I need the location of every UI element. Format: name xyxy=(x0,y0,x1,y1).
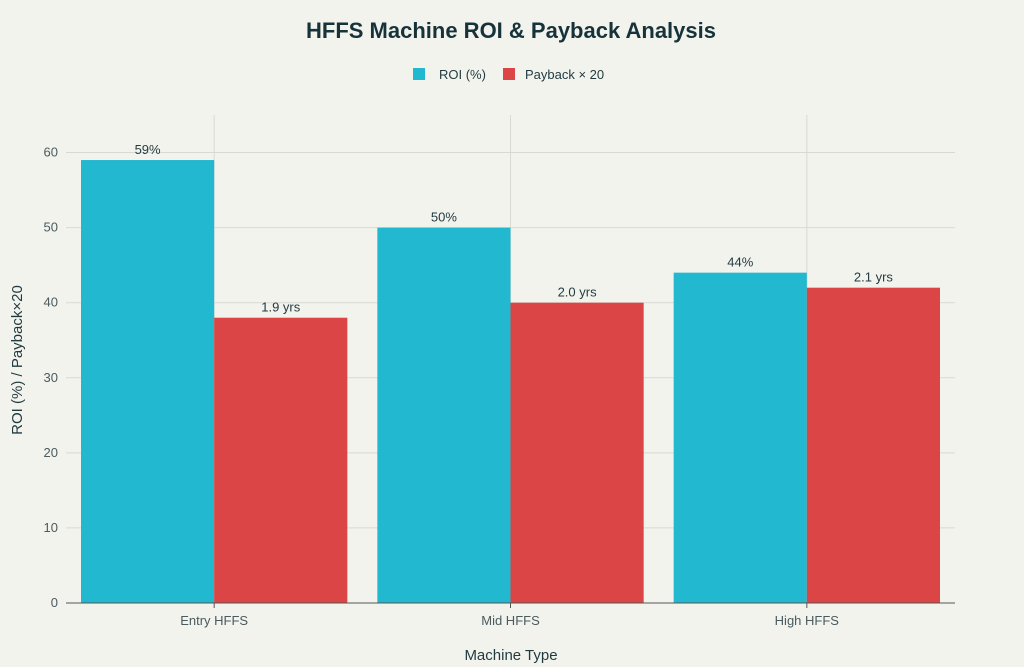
y-tick-label: 0 xyxy=(51,595,58,610)
x-tick-label: Mid HFFS xyxy=(481,613,540,628)
bar-payback xyxy=(214,317,348,603)
bar-roi xyxy=(673,272,807,603)
data-labels: 59% 50% 44% 1.9 yrs 2.0 yrs 2.1 yrs xyxy=(135,142,894,315)
legend-swatch-roi xyxy=(413,68,425,80)
bar-data-label: 2.0 yrs xyxy=(558,285,598,300)
bar-roi xyxy=(377,227,511,603)
bar-payback xyxy=(806,287,940,603)
y-tick-label: 20 xyxy=(44,445,58,460)
bar-roi xyxy=(81,160,215,604)
bar-data-label: 2.1 yrs xyxy=(854,270,894,285)
bar-data-label: 50% xyxy=(431,210,457,225)
y-tick-label: 10 xyxy=(44,520,58,535)
y-tick-label: 40 xyxy=(44,295,58,310)
x-tick-label: High HFFS xyxy=(775,613,840,628)
legend-swatch-payback xyxy=(503,68,515,80)
legend-label-roi: ROI (%) xyxy=(439,67,486,82)
y-axis-title: ROI (%) / Payback×20 xyxy=(9,285,26,435)
y-tick-label: 30 xyxy=(44,370,58,385)
legend-label-payback: Payback × 20 xyxy=(525,67,604,82)
axes: Entry HFFS Mid HFFS High HFFS xyxy=(66,602,955,628)
chart-title: HFFS Machine ROI & Payback Analysis xyxy=(306,18,716,43)
x-tick-label: Entry HFFS xyxy=(180,613,248,628)
y-tick-label: 50 xyxy=(44,220,58,235)
bar-data-label: 44% xyxy=(727,255,753,270)
x-axis-title: Machine Type xyxy=(464,647,557,664)
bars xyxy=(81,160,940,604)
legend: ROI (%) Payback × 20 xyxy=(413,67,604,82)
bar-payback xyxy=(510,302,644,603)
bar-data-label: 59% xyxy=(135,142,161,157)
bar-data-label: 1.9 yrs xyxy=(261,300,301,315)
y-tick-label: 60 xyxy=(44,145,58,160)
